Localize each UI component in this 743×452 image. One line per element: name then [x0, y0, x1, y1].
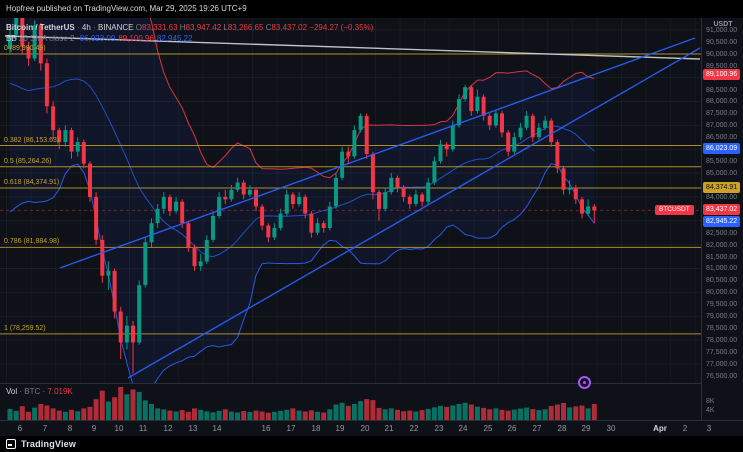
time-axis-label: 7	[42, 424, 48, 433]
time-axis-label: 16	[261, 424, 271, 433]
legend-separator: ·	[42, 387, 46, 396]
indicator-values: 86,023.09 89,100.96 82,945.22	[77, 34, 193, 43]
time-axis-label: 12	[163, 424, 173, 433]
time-axis-label: 2	[682, 424, 688, 433]
ohlc-close-key: C	[265, 23, 272, 32]
axis-price-label: 83,437.02	[703, 204, 741, 215]
time-axis-label: 3	[706, 424, 712, 433]
price-axis[interactable]: USDT 91,000.00 90,500.00 90,000.00 89,500.0…	[701, 18, 743, 420]
time-axis-label: 13	[188, 424, 198, 433]
time-axis[interactable]: 6 7 8 9 10 11 12 13 14 16 17 18 19 20 21 22 23 24 25 26 27 28…	[0, 420, 743, 436]
time-axis-label: 6	[17, 424, 23, 433]
volume-value: 7.019K	[47, 387, 73, 396]
time-axis-label: 30	[606, 424, 616, 433]
indicator-params: 20 SMA close 2	[18, 34, 75, 43]
time-axis-label: 21	[384, 424, 394, 433]
tradingview-logo-icon[interactable]	[6, 439, 16, 449]
last-price-symbol-tag: BTCUSDT	[655, 205, 694, 215]
legend-separator: ·	[76, 23, 80, 32]
volume-name[interactable]: Vol	[6, 387, 18, 396]
time-axis-label: 24	[458, 424, 468, 433]
ohlc-low-value: 83,266.65	[227, 23, 264, 32]
indicator-value: 89,100.96	[118, 34, 154, 43]
chart-region[interactable]: 0 (89,990.49) 0.382 (86,153.63) 0.5 (85,26…	[0, 18, 743, 436]
indicator-value: 86,023.09	[79, 34, 116, 43]
axis-price-label: 84,374.91	[703, 182, 741, 193]
volume-bars	[0, 384, 701, 420]
fib-level-label[interactable]: 0.618 (84,374.91)	[4, 179, 60, 186]
volume-legend[interactable]: Vol · BTC · 7.019K	[6, 387, 73, 396]
attribution-text: Hopfree published on TradingView.com, Ma…	[6, 4, 247, 13]
attribution-bar: Hopfree published on TradingView.com, Ma…	[0, 0, 743, 18]
fib-level-label[interactable]: 0.786 (81,884.98)	[4, 238, 60, 245]
time-axis-label: 27	[532, 424, 542, 433]
axis-price-label: 86,023.09	[703, 143, 741, 154]
indicator-legend[interactable]: BB 20 SMA close 2 86,023.09 89,100.96 82,9…	[6, 34, 193, 43]
ohlc-high-key: H	[179, 23, 186, 32]
ohlc-low-key: L	[223, 23, 228, 32]
candlestick-chart[interactable]	[0, 18, 701, 383]
price-pane[interactable]: 0 (89,990.49) 0.382 (86,153.63) 0.5 (85,26…	[0, 18, 701, 383]
ohlc-open-key: O	[135, 23, 142, 32]
time-axis-label: 9	[91, 424, 97, 433]
footer-bar: TradingView	[0, 436, 743, 452]
time-axis-label: 14	[212, 424, 222, 433]
volume-pane[interactable]: Vol · BTC · 7.019K	[0, 383, 701, 420]
indicator-value: 82,945.22	[156, 34, 193, 43]
time-axis-label: 28	[557, 424, 567, 433]
legend-separator: ·	[19, 387, 23, 396]
change-value: −294.27 (−0.35%)	[309, 23, 374, 32]
time-axis-label: 20	[360, 424, 370, 433]
time-axis-label: 10	[114, 424, 124, 433]
time-axis-label: 8	[67, 424, 73, 433]
time-axis-label: 18	[311, 424, 321, 433]
fib-level-label[interactable]: 1 (78,259.52)	[4, 325, 46, 332]
ohlc-high-value: 83,947.42	[185, 23, 222, 32]
chart-marker-icon[interactable]	[578, 376, 591, 389]
volume-unit: BTC	[24, 387, 41, 396]
time-axis-label: 11	[138, 424, 148, 433]
exchange-label: BINANCE	[97, 23, 134, 32]
indicator-name[interactable]: BB	[6, 34, 17, 43]
tradingview-brand[interactable]: TradingView	[21, 439, 77, 449]
axis-currency-label: USDT	[713, 21, 733, 28]
time-axis-label: 23	[434, 424, 444, 433]
time-axis-label: 19	[335, 424, 345, 433]
time-axis-label: 26	[507, 424, 517, 433]
axis-price-label: 82,945.22	[703, 216, 741, 227]
time-axis-label: 17	[286, 424, 296, 433]
symbol-legend[interactable]: Bitcoin / TetherUS · 4h · BINANCE O83,33…	[6, 23, 373, 32]
time-axis-label: Apr	[653, 424, 667, 433]
ohlc-open-value: 83,331.63	[141, 23, 178, 32]
time-axis-label: 29	[581, 424, 591, 433]
symbol-title[interactable]: Bitcoin / TetherUS	[6, 23, 75, 32]
ohlc-close-value: 83,437.02	[271, 23, 308, 32]
time-axis-label: 22	[409, 424, 419, 433]
axis-price-label: 89,100.96	[703, 69, 741, 80]
interval-label[interactable]: 4h	[81, 23, 91, 32]
fib-level-label[interactable]: 0 (89,990.49)	[4, 45, 46, 52]
fib-level-label[interactable]: 0.5 (85,264.26)	[4, 158, 52, 165]
legend-separator: ·	[93, 23, 96, 32]
time-axis-label: 25	[483, 424, 493, 433]
fib-level-label[interactable]: 0.382 (86,153.63)	[4, 137, 60, 144]
